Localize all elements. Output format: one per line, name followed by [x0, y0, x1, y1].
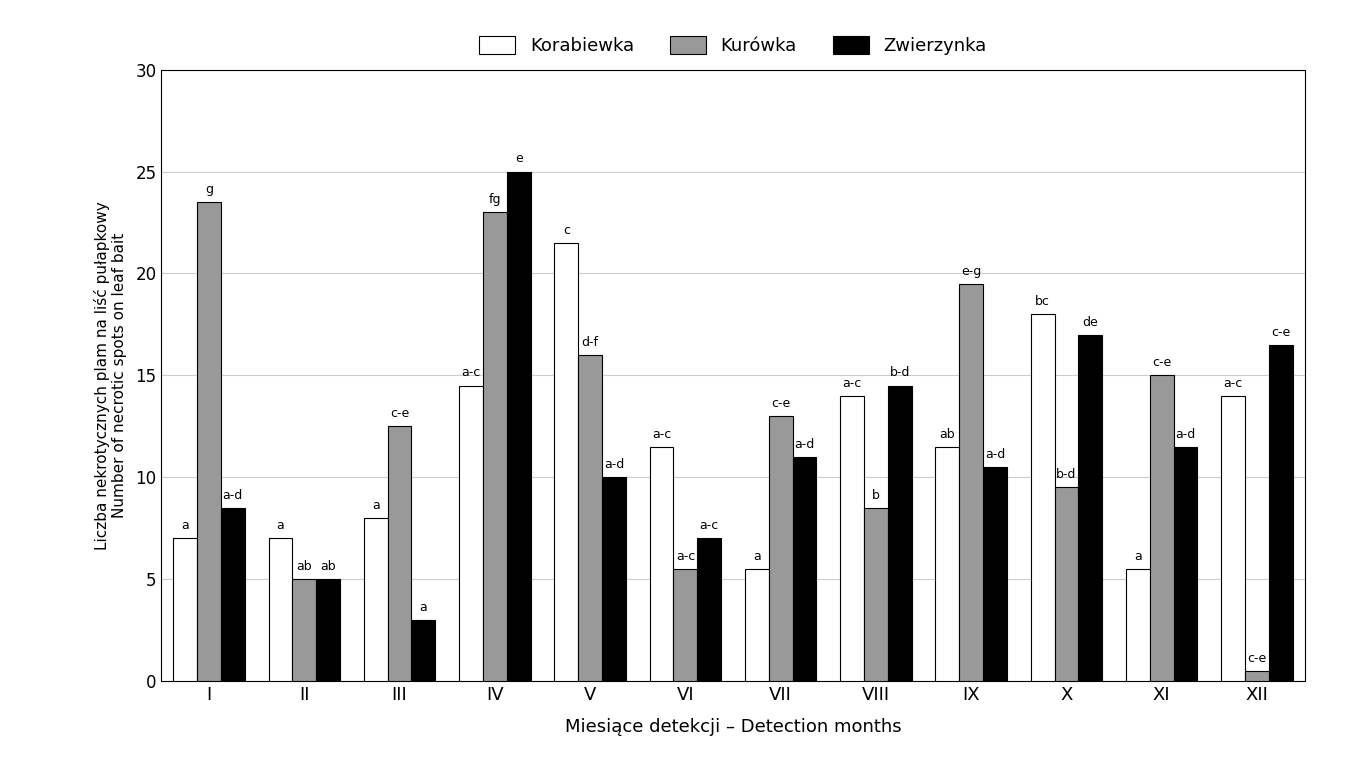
Text: c-e: c-e — [1247, 652, 1267, 665]
Text: bc: bc — [1036, 295, 1050, 308]
Text: c: c — [562, 224, 570, 237]
Bar — [316, 579, 340, 681]
Bar — [507, 172, 530, 681]
Text: b-d: b-d — [889, 366, 911, 379]
Text: ab: ab — [296, 560, 312, 573]
Bar — [364, 518, 387, 681]
Text: a-d: a-d — [604, 458, 624, 471]
Text: c-e: c-e — [771, 397, 791, 410]
Bar — [1150, 375, 1174, 681]
Text: a-d: a-d — [795, 438, 815, 450]
Bar — [792, 457, 816, 681]
Bar — [745, 569, 769, 681]
Text: a-c: a-c — [1224, 377, 1243, 389]
Text: c-e: c-e — [1271, 326, 1290, 339]
Text: c-e: c-e — [1153, 356, 1171, 369]
Bar — [1079, 334, 1102, 681]
Bar — [936, 447, 959, 681]
Text: a: a — [371, 499, 379, 512]
Y-axis label: Liczba nekrotycznych plam na liść pułapkowy
Number of necrotic spots on leaf bai: Liczba nekrotycznych plam na liść pułapk… — [94, 201, 126, 550]
Bar — [387, 426, 412, 681]
Text: a: a — [420, 601, 428, 614]
Bar — [863, 508, 888, 681]
Text: a-d: a-d — [1176, 427, 1196, 440]
Bar — [554, 243, 578, 681]
Bar — [1245, 671, 1268, 681]
Bar — [269, 539, 292, 681]
Text: ab: ab — [320, 560, 336, 573]
Bar — [174, 539, 198, 681]
Bar — [1054, 488, 1079, 681]
Bar — [959, 283, 983, 681]
Text: c-e: c-e — [390, 407, 409, 420]
Text: a-d: a-d — [985, 448, 1005, 461]
Bar — [1174, 447, 1197, 681]
Text: a: a — [1134, 550, 1142, 563]
Bar — [674, 569, 697, 681]
Bar — [888, 385, 912, 681]
Text: a-c: a-c — [675, 550, 695, 563]
Bar — [697, 539, 721, 681]
Text: b: b — [872, 488, 880, 502]
Bar — [221, 508, 245, 681]
Text: de: de — [1083, 316, 1098, 328]
Text: a-d: a-d — [223, 488, 243, 502]
Text: a-c: a-c — [842, 377, 862, 389]
Text: e-g: e-g — [962, 265, 982, 278]
Text: d-f: d-f — [581, 336, 599, 349]
Bar — [412, 620, 436, 681]
Text: g: g — [204, 183, 213, 196]
Text: e: e — [515, 152, 523, 166]
Text: a-c: a-c — [699, 519, 718, 533]
Bar — [459, 385, 483, 681]
Bar — [292, 579, 316, 681]
Legend: Korabiewka, Kurówka, Zwierzynka: Korabiewka, Kurówka, Zwierzynka — [479, 36, 987, 55]
Bar — [1126, 569, 1150, 681]
Bar — [841, 396, 863, 681]
Text: a: a — [277, 519, 284, 533]
Text: a-c: a-c — [461, 366, 480, 379]
Bar — [483, 212, 507, 681]
Text: ab: ab — [940, 427, 955, 440]
Bar — [198, 202, 221, 681]
Text: a-c: a-c — [652, 427, 671, 440]
Text: b-d: b-d — [1056, 468, 1076, 481]
Bar — [1030, 314, 1054, 681]
Bar — [1268, 345, 1293, 681]
Text: fg: fg — [488, 194, 502, 206]
Bar — [578, 355, 603, 681]
Bar — [603, 478, 625, 681]
Bar — [1221, 396, 1245, 681]
Bar — [769, 416, 792, 681]
Text: a: a — [753, 550, 761, 563]
Bar — [650, 447, 674, 681]
X-axis label: Miesiące detekcji – Detection months: Miesiące detekcji – Detection months — [565, 717, 901, 736]
Bar — [983, 467, 1007, 681]
Text: a: a — [182, 519, 190, 533]
